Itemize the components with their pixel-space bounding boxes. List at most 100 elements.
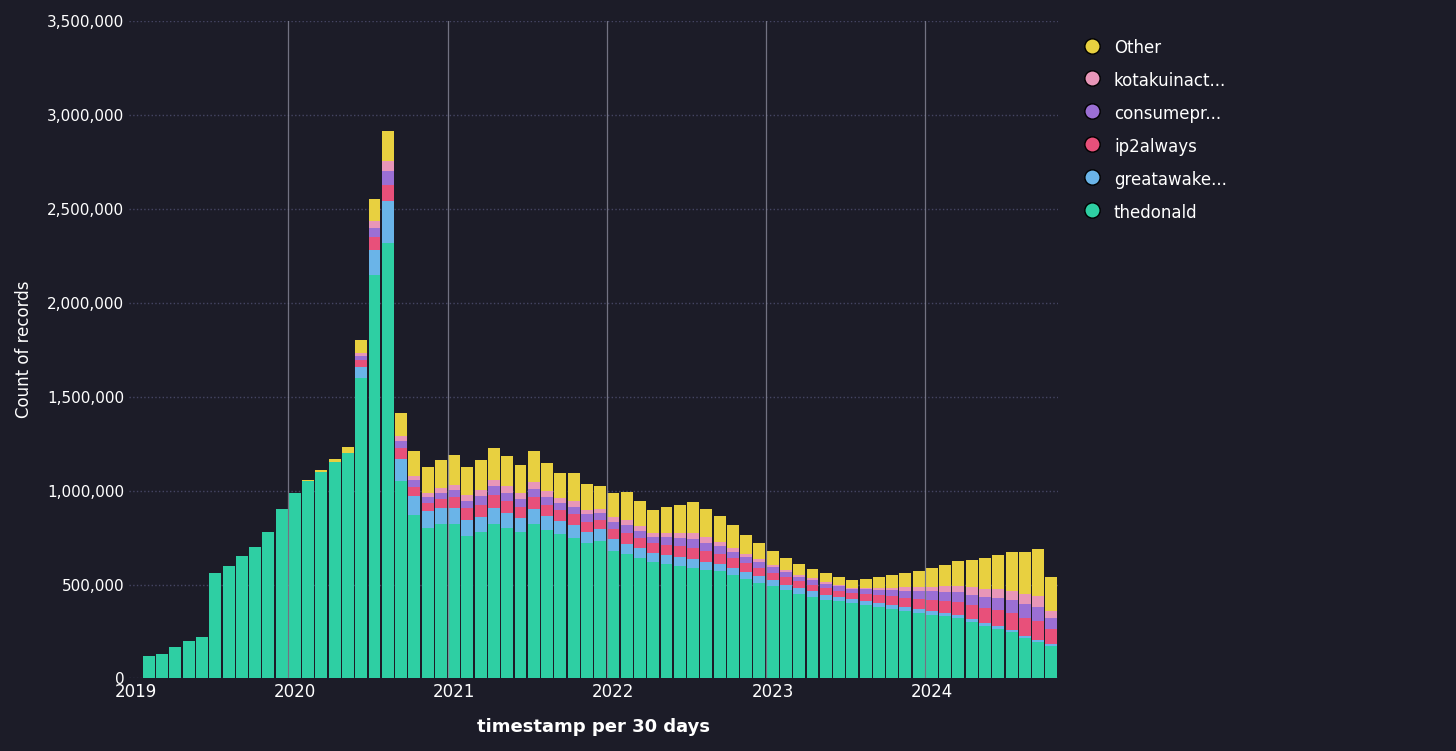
Bar bbox=[501, 528, 513, 678]
Bar bbox=[594, 513, 606, 520]
Bar bbox=[381, 161, 393, 171]
Bar bbox=[555, 503, 566, 511]
Bar bbox=[1006, 600, 1018, 613]
Bar bbox=[435, 493, 447, 499]
Bar bbox=[555, 473, 566, 499]
Bar bbox=[1045, 618, 1057, 629]
Bar bbox=[780, 584, 792, 590]
Bar bbox=[355, 356, 367, 360]
Bar bbox=[780, 570, 792, 572]
Bar bbox=[488, 496, 499, 508]
Bar bbox=[713, 553, 725, 564]
Bar bbox=[395, 459, 408, 481]
Bar bbox=[833, 577, 844, 585]
Bar bbox=[342, 448, 354, 453]
Bar bbox=[846, 603, 858, 678]
Bar bbox=[568, 538, 579, 678]
Bar bbox=[435, 488, 447, 493]
Bar bbox=[713, 541, 725, 547]
Bar bbox=[740, 572, 753, 579]
Bar bbox=[939, 613, 951, 617]
Bar bbox=[514, 465, 527, 493]
Bar bbox=[1045, 577, 1057, 611]
Bar bbox=[368, 237, 380, 250]
Bar bbox=[820, 595, 831, 599]
Bar bbox=[753, 562, 766, 568]
Bar bbox=[674, 538, 686, 546]
Bar bbox=[900, 591, 911, 598]
Bar bbox=[275, 509, 288, 678]
Bar bbox=[462, 520, 473, 535]
Bar bbox=[236, 556, 248, 678]
Bar bbox=[381, 243, 393, 678]
Bar bbox=[913, 591, 925, 599]
Bar bbox=[727, 547, 738, 552]
Bar bbox=[872, 578, 885, 588]
Bar bbox=[395, 436, 408, 441]
Bar bbox=[727, 575, 738, 678]
Bar bbox=[529, 489, 540, 497]
Bar bbox=[475, 460, 486, 490]
Bar bbox=[993, 598, 1005, 610]
Bar bbox=[514, 507, 527, 518]
Bar bbox=[939, 592, 951, 601]
Bar bbox=[1032, 621, 1044, 640]
Bar bbox=[926, 611, 938, 614]
Bar bbox=[727, 568, 738, 575]
Bar bbox=[156, 654, 167, 678]
Bar bbox=[488, 448, 499, 480]
Bar bbox=[355, 378, 367, 678]
X-axis label: timestamp per 30 days: timestamp per 30 days bbox=[478, 718, 711, 736]
Bar bbox=[978, 558, 992, 589]
Bar bbox=[381, 201, 393, 243]
Bar bbox=[820, 582, 831, 584]
Bar bbox=[183, 641, 195, 678]
Bar bbox=[846, 599, 858, 603]
Bar bbox=[965, 595, 978, 605]
Bar bbox=[475, 496, 486, 505]
Bar bbox=[887, 605, 898, 609]
Bar bbox=[210, 573, 221, 678]
Bar bbox=[965, 622, 978, 678]
Bar bbox=[753, 559, 766, 562]
Bar bbox=[422, 511, 434, 528]
Bar bbox=[700, 509, 712, 537]
Y-axis label: Count of records: Count of records bbox=[15, 281, 33, 418]
Bar bbox=[674, 546, 686, 557]
Bar bbox=[887, 590, 898, 596]
Bar bbox=[926, 614, 938, 678]
Bar bbox=[448, 497, 460, 508]
Bar bbox=[594, 487, 606, 509]
Bar bbox=[594, 529, 606, 541]
Bar bbox=[422, 467, 434, 493]
Bar bbox=[249, 547, 261, 678]
Bar bbox=[872, 596, 885, 603]
Bar bbox=[859, 578, 872, 587]
Bar bbox=[488, 508, 499, 524]
Bar bbox=[794, 575, 805, 577]
Bar bbox=[900, 573, 911, 587]
Bar bbox=[1019, 636, 1031, 638]
Bar bbox=[395, 448, 408, 459]
Bar bbox=[581, 510, 593, 514]
Bar bbox=[316, 472, 328, 678]
Bar bbox=[529, 482, 540, 489]
Bar bbox=[807, 597, 818, 678]
Bar bbox=[1032, 549, 1044, 596]
Bar bbox=[488, 480, 499, 487]
Bar bbox=[833, 602, 844, 678]
Bar bbox=[1032, 596, 1044, 607]
Bar bbox=[965, 587, 978, 595]
Bar bbox=[422, 503, 434, 511]
Bar bbox=[303, 481, 314, 678]
Bar bbox=[978, 626, 992, 678]
Bar bbox=[475, 532, 486, 678]
Bar bbox=[408, 496, 421, 515]
Bar bbox=[1006, 613, 1018, 630]
Bar bbox=[807, 578, 818, 581]
Bar bbox=[1032, 640, 1044, 642]
Bar bbox=[687, 533, 699, 539]
Bar bbox=[913, 599, 925, 609]
Bar bbox=[435, 460, 447, 488]
Bar bbox=[952, 593, 964, 602]
